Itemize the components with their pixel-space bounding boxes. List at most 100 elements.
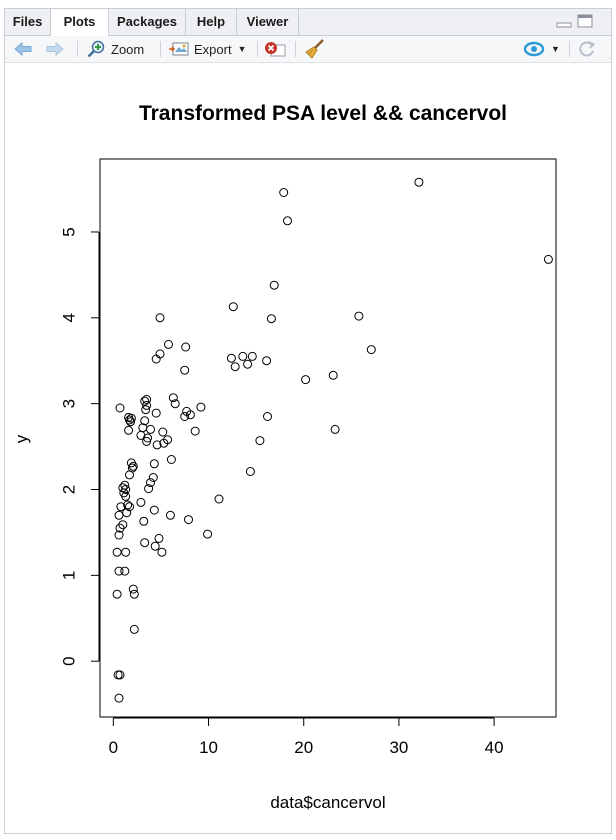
- data-point: [141, 405, 151, 415]
- y-axis-label: y: [12, 434, 31, 443]
- data-point: [126, 417, 135, 427]
- x-tick-label: 40: [485, 738, 504, 757]
- tab-plots[interactable]: Plots: [51, 9, 109, 36]
- data-point: [170, 399, 180, 409]
- data-point: [155, 313, 165, 323]
- data-point: [149, 459, 159, 469]
- data-point: [330, 424, 340, 434]
- plots-toolbar: Zoom Export ▼: [5, 36, 611, 63]
- maximize-pane-button[interactable]: [577, 14, 593, 33]
- tab-viewer[interactable]: Viewer: [237, 9, 299, 35]
- remove-plot-icon: [265, 42, 286, 57]
- data-point: [146, 424, 155, 434]
- minimize-icon: [556, 22, 572, 28]
- plot-frame: [99, 158, 557, 718]
- data-point: [238, 351, 248, 361]
- data-point: [155, 349, 165, 359]
- plots-pane: Files Plots Packages Help Viewer Zoom: [4, 8, 612, 834]
- tab-bar: Files Plots Packages Help Viewer: [5, 9, 611, 36]
- data-point: [143, 433, 153, 443]
- data-point: [139, 516, 149, 526]
- data-point: [114, 530, 124, 540]
- data-point: [140, 416, 150, 426]
- data-point: [140, 538, 150, 548]
- data-point: [118, 483, 128, 493]
- data-point: [124, 425, 134, 435]
- remove-plot-button[interactable]: [264, 36, 286, 62]
- export-label: Export: [194, 41, 232, 57]
- data-point: [115, 403, 125, 413]
- data-point: [543, 254, 553, 264]
- y-tick-label: 2: [59, 485, 78, 494]
- plot-viewer: Transformed PSA level && cancervol 0 10 20…: [5, 63, 611, 833]
- tab-help[interactable]: Help: [186, 9, 237, 35]
- data-point: [129, 589, 139, 599]
- tab-files[interactable]: Files: [5, 9, 51, 35]
- forward-button[interactable]: [45, 36, 65, 62]
- arrow-left-icon: [14, 41, 32, 57]
- data-point: [151, 408, 161, 418]
- data-point: [114, 566, 124, 576]
- data-point: [190, 426, 200, 436]
- data-point: [158, 427, 168, 437]
- data-point: [148, 473, 158, 482]
- data-point: [112, 547, 122, 557]
- data-point: [269, 280, 279, 290]
- data-point: [128, 461, 138, 471]
- data-point: [114, 510, 124, 520]
- data-point: [121, 491, 131, 501]
- data-point: [168, 393, 178, 403]
- back-button[interactable]: [13, 36, 33, 62]
- data-point: [228, 302, 238, 312]
- data-point: [245, 467, 255, 476]
- zoom-button[interactable]: Zoom: [87, 36, 144, 62]
- broom-icon: [305, 39, 324, 59]
- data-point: [142, 394, 152, 404]
- data-point: [166, 455, 176, 464]
- refresh-button[interactable]: [578, 36, 596, 62]
- data-point: [255, 436, 265, 446]
- tab-packages[interactable]: Packages: [109, 9, 186, 35]
- minimize-pane-button[interactable]: [556, 16, 572, 34]
- data-point: [116, 502, 126, 512]
- data-point: [164, 339, 173, 349]
- data-point: [142, 436, 152, 446]
- publish-icon: [523, 41, 545, 57]
- data-point: [328, 370, 338, 380]
- x-tick-label: 30: [389, 738, 408, 757]
- data-point: [121, 547, 131, 557]
- clear-all-plots-button[interactable]: [305, 36, 325, 62]
- data-point: [226, 353, 236, 363]
- data-point: [180, 365, 190, 375]
- data-point: [262, 356, 272, 366]
- x-axis-label: data$cancervol: [270, 793, 385, 812]
- data-point: [366, 345, 376, 355]
- zoom-label: Zoom: [111, 41, 145, 57]
- y-tick-label: 3: [59, 399, 78, 408]
- data-point: [142, 400, 152, 410]
- data-point: [184, 515, 193, 525]
- publish-caret-icon: ▼: [551, 44, 560, 54]
- data-point: [301, 375, 311, 385]
- export-button[interactable]: Export ▼: [169, 36, 247, 62]
- data-point: [123, 500, 133, 510]
- data-point: [149, 505, 159, 515]
- data-point: [266, 314, 276, 324]
- data-point: [118, 520, 128, 530]
- data-point: [129, 624, 139, 634]
- data-point: [354, 311, 364, 321]
- publish-button[interactable]: ▼: [523, 36, 560, 62]
- data-point: [279, 188, 289, 197]
- chart-title: Transformed PSA level && cancervol: [139, 102, 507, 125]
- data-point: [121, 485, 131, 494]
- data-point: [127, 463, 137, 473]
- data-point: [120, 566, 130, 576]
- scatter-plot: Transformed PSA level && cancervol 0 10 20…: [12, 102, 557, 812]
- y-tick-label: 1: [59, 571, 78, 580]
- data-point: [163, 435, 173, 445]
- export-image-icon: [169, 42, 189, 56]
- y-tick-label: 5: [59, 227, 78, 236]
- data-point: [128, 584, 138, 594]
- data-point: [214, 494, 224, 504]
- data-point: [112, 589, 122, 599]
